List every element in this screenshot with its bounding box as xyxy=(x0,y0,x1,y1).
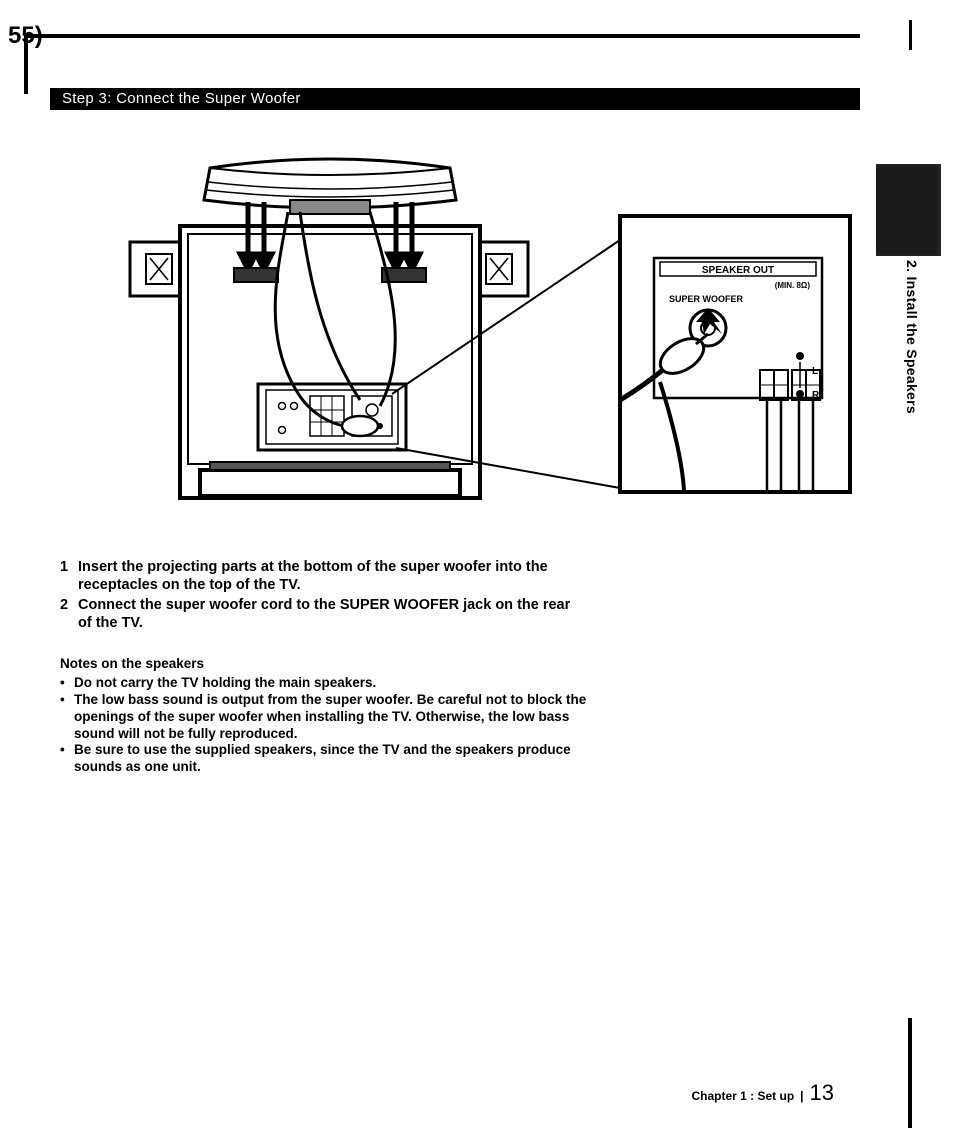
svg-text:(MIN. 8Ω): (MIN. 8Ω) xyxy=(775,281,811,290)
bullet-icon: • xyxy=(60,742,74,776)
bullet-icon: • xyxy=(60,692,74,743)
scan-edge-mark xyxy=(909,20,912,50)
svg-text:L: L xyxy=(812,366,818,377)
svg-text:SUPER WOOFER: SUPER WOOFER xyxy=(669,294,744,304)
note-text: Do not carry the TV holding the main spe… xyxy=(74,675,590,692)
page-footer: Chapter 1 : Set up | 13 xyxy=(691,1080,834,1106)
instruction-number: 1 xyxy=(60,558,78,594)
section-thumb-tab xyxy=(876,164,941,256)
footer-chapter: Chapter 1 : Set up xyxy=(691,1089,794,1103)
svg-text:SPEAKER OUT: SPEAKER OUT xyxy=(702,265,774,276)
super-woofer-icon xyxy=(204,159,456,214)
section-side-label: 2. Install the Speakers xyxy=(904,260,920,414)
instruction-item: 2 Connect the super woofer cord to the S… xyxy=(60,596,580,632)
note-item: • The low bass sound is output from the … xyxy=(60,692,590,743)
instruction-text: Connect the super woofer cord to the SUP… xyxy=(78,596,580,632)
note-item: • Be sure to use the supplied speakers, … xyxy=(60,742,590,776)
notes-block: Notes on the speakers • Do not carry the… xyxy=(60,656,590,776)
notes-title: Notes on the speakers xyxy=(60,656,590,673)
bullet-icon: • xyxy=(60,675,74,692)
step-title-bar: Step 3: Connect the Super Woofer xyxy=(50,88,860,110)
scan-edge-mark xyxy=(908,1018,912,1128)
note-text: Be sure to use the supplied speakers, si… xyxy=(74,742,590,776)
instruction-item: 1 Insert the projecting parts at the bot… xyxy=(60,558,580,594)
instruction-text: Insert the projecting parts at the botto… xyxy=(78,558,580,594)
speaker-out-detail-panel: SPEAKER OUT (MIN. 8Ω) SUPER WOOFER L R xyxy=(620,216,850,492)
instruction-number: 2 xyxy=(60,596,78,632)
note-text: The low bass sound is output from the su… xyxy=(74,692,590,743)
page-frame xyxy=(24,34,860,94)
footer-page-number: 13 xyxy=(810,1080,834,1106)
tv-rear-illustration xyxy=(130,159,528,498)
instruction-list: 1 Insert the projecting parts at the bot… xyxy=(60,558,580,635)
footer-separator: | xyxy=(800,1089,803,1103)
note-item: • Do not carry the TV holding the main s… xyxy=(60,675,590,692)
connection-diagram: SPEAKER OUT (MIN. 8Ω) SUPER WOOFER L R xyxy=(60,130,860,530)
